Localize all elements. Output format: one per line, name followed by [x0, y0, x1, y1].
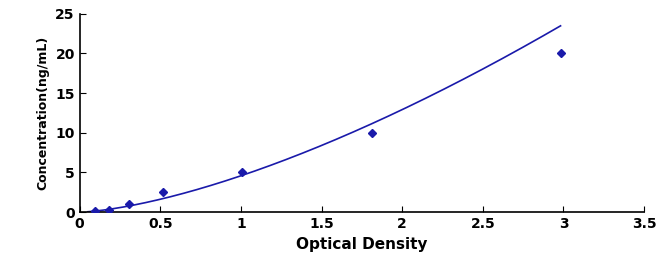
X-axis label: Optical Density: Optical Density — [296, 237, 428, 252]
Y-axis label: Concentration(ng/mL): Concentration(ng/mL) — [37, 36, 50, 190]
